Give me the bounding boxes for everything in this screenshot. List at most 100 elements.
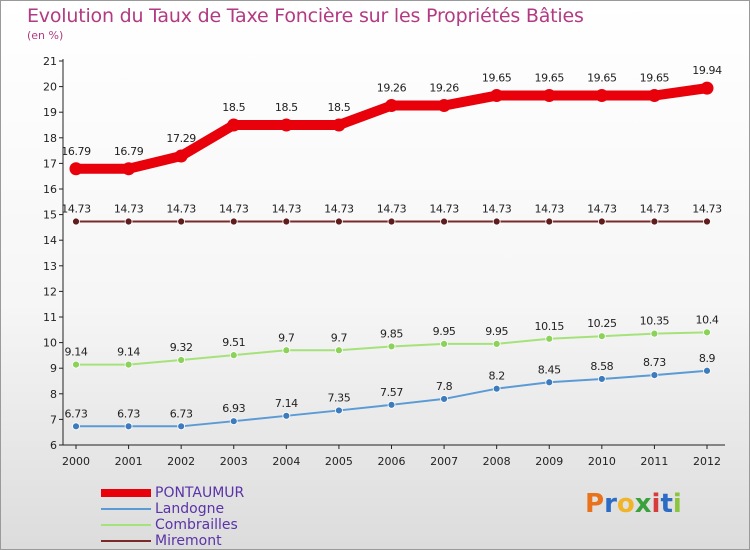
data-point-landogne [229, 417, 238, 426]
y-tick-label: 12 [43, 285, 57, 298]
y-tick-label: 8 [50, 388, 57, 401]
logo-letter: i [672, 489, 682, 519]
data-point-pontaumur [647, 89, 661, 103]
x-tick-label: 2009 [535, 455, 563, 468]
data-label-miremont: 14.73 [692, 203, 722, 216]
data-point-landogne [335, 406, 343, 415]
x-tick-label: 2002 [167, 455, 195, 468]
y-tick-label: 16 [43, 183, 57, 196]
legend-swatch-miremont [101, 540, 151, 542]
data-label-pontaumur: 18.5 [222, 101, 245, 114]
data-point-miremont [335, 217, 343, 226]
data-label-miremont: 14.73 [587, 203, 617, 216]
data-point-combrailles [124, 360, 133, 369]
y-tick-label: 20 [43, 81, 57, 94]
legend-item-pontaumur: PONTAUMUR [101, 485, 244, 501]
data-label-combrailles: 10.35 [640, 315, 670, 328]
data-label-landogne: 6.73 [65, 407, 88, 420]
x-tick-label: 2003 [220, 455, 248, 468]
data-point-combrailles [440, 339, 448, 348]
data-point-landogne [597, 375, 606, 383]
legend-label-pontaumur: PONTAUMUR [155, 485, 245, 501]
data-label-landogne: 8.2 [489, 370, 505, 383]
data-point-miremont [124, 217, 133, 226]
x-tick-label: 2006 [378, 455, 406, 468]
data-label-combrailles: 9.32 [170, 341, 193, 354]
data-label-pontaumur: 19.26 [429, 82, 459, 95]
y-tick-label: 14 [43, 234, 57, 247]
data-label-pontaumur: 19.65 [587, 72, 617, 85]
data-point-combrailles [177, 356, 186, 364]
y-tick-label: 17 [43, 157, 57, 170]
data-label-landogne: 7.14 [275, 397, 298, 410]
data-label-pontaumur: 19.65 [640, 72, 670, 85]
data-point-pontaumur [542, 89, 556, 103]
logo-letter: x [634, 489, 652, 519]
legend-label-combrailles: Combrailles [155, 517, 238, 533]
data-point-miremont [387, 217, 396, 226]
data-label-miremont: 14.73 [324, 203, 354, 216]
data-point-miremont [440, 217, 448, 226]
data-point-landogne [124, 422, 133, 431]
data-label-landogne: 8.45 [538, 363, 561, 376]
data-label-landogne: 8.58 [590, 360, 613, 373]
y-tick-label: 10 [43, 337, 57, 350]
data-label-pontaumur: 19.65 [535, 72, 565, 85]
y-tick-label: 21 [43, 55, 57, 68]
data-point-pontaumur [279, 118, 293, 132]
logo-letter: t [660, 489, 673, 519]
data-label-pontaumur: 19.26 [377, 82, 407, 95]
data-point-pontaumur [700, 81, 714, 95]
y-tick-label: 15 [43, 209, 57, 222]
data-point-combrailles [597, 332, 606, 341]
data-point-landogne [387, 400, 396, 409]
data-point-miremont [229, 217, 238, 226]
chart-subtitle: (en %) [27, 29, 64, 42]
legend-label-miremont: Miremont [155, 533, 222, 549]
data-point-landogne [282, 411, 291, 420]
data-point-miremont [72, 217, 80, 226]
data-label-combrailles: 10.4 [696, 313, 719, 326]
data-point-pontaumur [385, 99, 398, 113]
data-label-pontaumur: 16.79 [114, 145, 144, 158]
legend-swatch-landogne [101, 508, 151, 510]
data-point-pontaumur [227, 118, 241, 132]
data-label-miremont: 14.73 [482, 203, 512, 216]
data-label-miremont: 14.73 [61, 203, 91, 216]
data-label-miremont: 14.73 [272, 203, 302, 216]
data-label-landogne: 6.73 [117, 407, 140, 420]
x-tick-label: 2005 [325, 455, 353, 468]
data-label-landogne: 6.73 [170, 407, 193, 420]
x-tick-label: 2007 [430, 455, 458, 468]
data-label-pontaumur: 18.5 [327, 101, 350, 114]
data-label-miremont: 14.73 [219, 203, 249, 216]
legend-item-landogne: Landogne [101, 501, 244, 517]
data-label-landogne: 7.57 [380, 386, 403, 399]
logo-letter: r [604, 489, 617, 519]
data-point-combrailles [492, 339, 501, 348]
data-point-miremont [703, 217, 711, 226]
data-point-pontaumur [437, 99, 451, 113]
logo-letter: o [616, 489, 635, 519]
data-point-landogne [72, 422, 80, 431]
data-label-landogne: 7.8 [436, 380, 453, 393]
legend-label-landogne: Landogne [155, 501, 225, 517]
data-point-landogne [492, 384, 501, 393]
legend-swatch-pontaumur [101, 489, 151, 497]
data-label-pontaumur: 17.29 [166, 132, 196, 145]
data-label-pontaumur: 18.5 [275, 101, 298, 114]
data-label-miremont: 14.73 [429, 203, 459, 216]
data-point-landogne [177, 422, 186, 431]
data-point-pontaumur [69, 162, 83, 176]
y-tick-label: 11 [43, 311, 57, 324]
data-point-pontaumur [174, 149, 188, 163]
x-tick-label: 2000 [62, 455, 90, 468]
data-point-landogne [703, 366, 711, 375]
data-label-landogne: 7.35 [327, 391, 350, 404]
chart-legend: PONTAUMUR Landogne Combrailles Miremont [101, 485, 244, 549]
data-label-combrailles: 9.95 [485, 325, 508, 338]
data-label-landogne: 8.9 [699, 352, 716, 365]
y-tick-label: 18 [43, 132, 57, 145]
x-tick-label: 2011 [640, 455, 668, 468]
